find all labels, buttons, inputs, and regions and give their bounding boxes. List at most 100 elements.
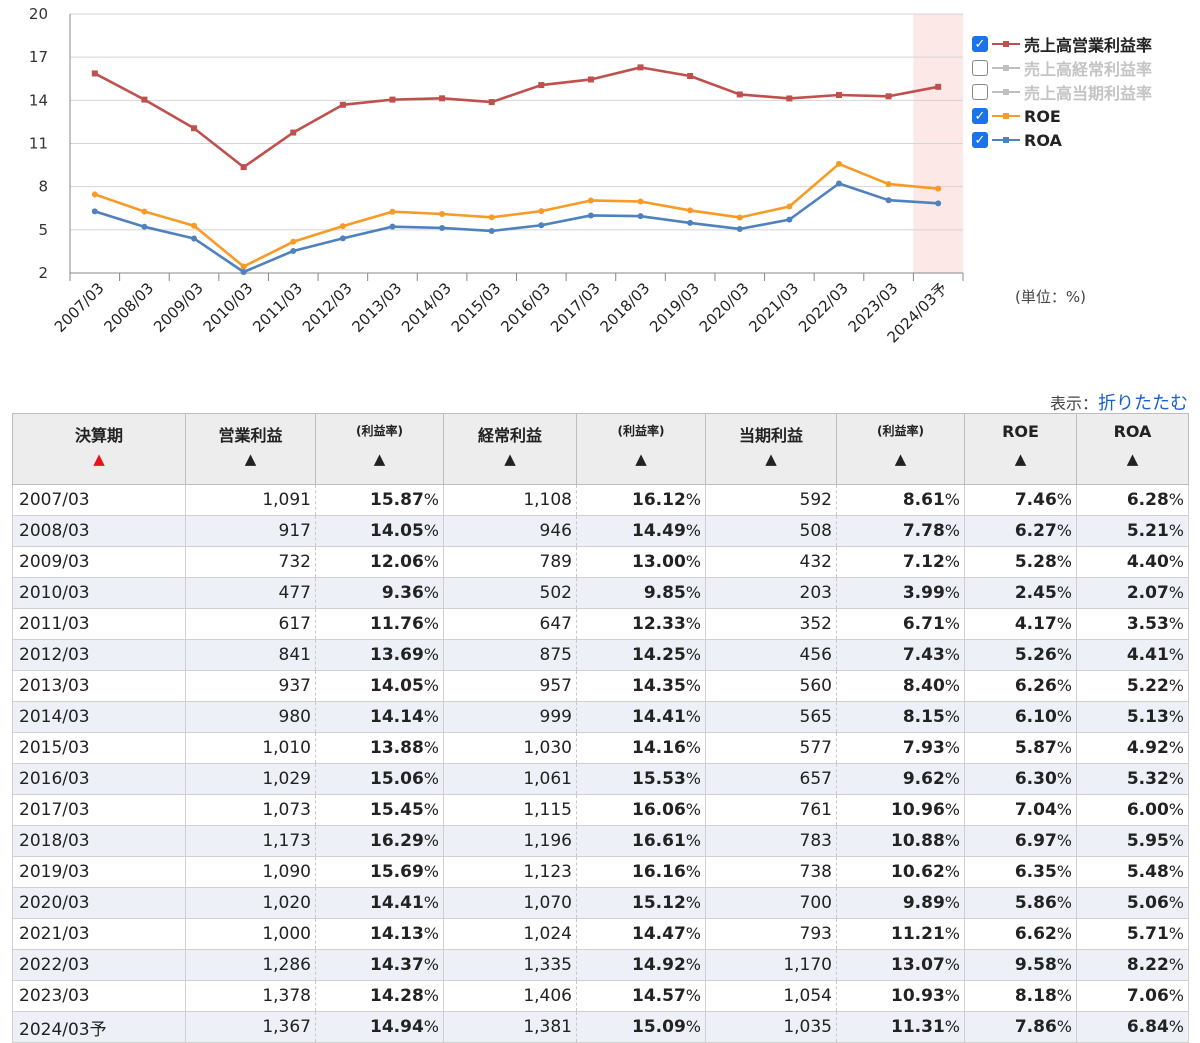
collapse-link[interactable]: 折りたたむ	[1098, 393, 1188, 414]
sort-icon[interactable]: ▲	[504, 450, 516, 468]
series-point	[736, 91, 743, 98]
table-cell: 8.22%	[1076, 949, 1189, 981]
table-cell: 5.13%	[1076, 701, 1189, 733]
column-header[interactable]: (利益率) ▲	[315, 413, 444, 485]
table-cell: 502	[443, 577, 577, 609]
x-tick-label: 2008/03	[100, 279, 157, 336]
table-cell: 1,286	[185, 949, 316, 981]
legend-checkbox[interactable]	[972, 84, 988, 100]
series-point	[389, 208, 396, 215]
legend-checkbox[interactable]	[972, 60, 988, 76]
series-point	[141, 96, 148, 103]
x-tick-label: 2017/03	[547, 279, 604, 336]
series-line-3	[94, 162, 939, 268]
legend-item[interactable]: 売上高経常利益率	[972, 56, 1152, 80]
table-cell: 2022/03	[12, 949, 186, 981]
sort-icon[interactable]: ▲	[894, 450, 907, 468]
column-header[interactable]: ROA ▲	[1076, 413, 1189, 485]
table-cell: 617	[185, 608, 316, 640]
series-line-0	[94, 66, 939, 169]
table-cell: 9.62%	[836, 763, 965, 795]
sort-icon[interactable]: ▲	[244, 450, 257, 468]
y-tick-label: 11	[29, 135, 48, 153]
series-point	[339, 235, 346, 242]
column-header[interactable]: ROE ▲	[964, 413, 1077, 485]
table-cell: 1,170	[705, 949, 837, 981]
series-line-4	[94, 182, 939, 274]
table-cell: 6.84%	[1076, 1011, 1189, 1043]
table-cell: 1,029	[185, 763, 316, 795]
financial-table: 決算期 ▲ 営業利益 ▲ (利益率) ▲ 経常利益 ▲ (利益率) ▲ 当期利益 ▲ (利益率) ▲ ROE…	[12, 413, 1189, 1043]
series-point	[240, 263, 247, 270]
legend-swatch	[992, 110, 1020, 122]
table-cell: 11.21%	[836, 918, 965, 950]
sort-icon[interactable]: ▲	[1014, 450, 1027, 468]
x-tick-label: 2011/03	[249, 279, 306, 336]
series-point	[885, 181, 892, 188]
series-point	[91, 191, 98, 198]
table-cell: 6.28%	[1076, 484, 1189, 516]
column-header[interactable]: 経常利益 ▲	[443, 413, 577, 485]
series-point	[389, 223, 396, 230]
table-cell: 5.06%	[1076, 887, 1189, 919]
table-cell: 7.46%	[964, 484, 1077, 516]
legend-checkbox[interactable]: ✓	[972, 108, 988, 124]
unit-label: (単位：%)	[1015, 288, 1086, 306]
table-cell: 2019/03	[12, 856, 186, 888]
legend-checkbox[interactable]: ✓	[972, 132, 988, 148]
column-header[interactable]: (利益率) ▲	[576, 413, 706, 485]
legend-item[interactable]: ✓ ROE	[972, 104, 1152, 128]
series-point	[587, 212, 594, 219]
table-row: 2009/03 732 12.06% 789 13.00% 432 7.12% 5.28% 4.…	[12, 546, 1189, 578]
table-cell: 2021/03	[12, 918, 186, 950]
table-cell: 12.33%	[576, 608, 706, 640]
sort-icon[interactable]: ▲	[93, 450, 105, 468]
legend-item[interactable]: 売上高当期利益率	[972, 80, 1152, 104]
legend-item[interactable]: ✓ ROA	[972, 128, 1152, 152]
table-cell: 11.76%	[315, 608, 444, 640]
table-row: 2014/03 980 14.14% 999 14.41% 565 8.15% 6.10% 5.…	[12, 701, 1189, 733]
table-cell: 1,108	[443, 484, 577, 516]
table-cell: 565	[705, 701, 837, 733]
table-cell: 14.25%	[576, 639, 706, 671]
sort-icon[interactable]: ▲	[1126, 450, 1139, 468]
table-row: 2016/03 1,029 15.06% 1,061 15.53% 657 9.62% 6.3…	[12, 763, 1189, 795]
table-cell: 13.07%	[836, 949, 965, 981]
table-cell: 13.00%	[576, 546, 706, 578]
series-point	[885, 197, 892, 204]
series-point	[835, 180, 842, 187]
table-cell: 999	[443, 701, 577, 733]
x-tick-label: 2009/03	[150, 279, 207, 336]
legend-item[interactable]: ✓ 売上高営業利益率	[972, 32, 1152, 56]
series-point	[191, 222, 198, 229]
table-cell: 16.29%	[315, 825, 444, 857]
table-cell: 875	[443, 639, 577, 671]
table-cell: 1,335	[443, 949, 577, 981]
sort-icon[interactable]: ▲	[765, 450, 777, 468]
legend-checkbox[interactable]: ✓	[972, 36, 988, 52]
table-cell: 6.00%	[1076, 794, 1189, 826]
table-cell: 14.41%	[576, 701, 706, 733]
table-cell: 14.35%	[576, 670, 706, 702]
table-cell: 14.05%	[315, 515, 444, 547]
sort-icon[interactable]: ▲	[635, 450, 647, 468]
y-tick-label: 17	[29, 48, 48, 66]
table-row: 2015/03 1,010 13.88% 1,030 14.16% 577 7.93% 5.8…	[12, 732, 1189, 764]
column-header[interactable]: 当期利益 ▲	[705, 413, 837, 485]
legend-label: 売上高営業利益率	[1024, 36, 1153, 55]
table-cell: 14.94%	[315, 1011, 444, 1043]
column-header[interactable]: 決算期 ▲	[12, 413, 186, 485]
table-cell: 8.15%	[836, 701, 965, 733]
table-cell: 6.27%	[964, 515, 1077, 547]
sort-icon[interactable]: ▲	[373, 450, 386, 468]
column-header[interactable]: (利益率) ▲	[836, 413, 965, 485]
table-cell: 1,378	[185, 980, 316, 1012]
column-header[interactable]: 営業利益 ▲	[185, 413, 316, 485]
legend-label: ROA	[1024, 130, 1062, 150]
series-point	[637, 64, 644, 71]
table-cell: 16.61%	[576, 825, 706, 857]
table-cell: 1,073	[185, 794, 316, 826]
table-cell: 4.92%	[1076, 732, 1189, 764]
series-point	[935, 200, 942, 207]
table-row: 2020/03 1,020 14.41% 1,070 15.12% 700 9.89% 5.8…	[12, 887, 1189, 919]
